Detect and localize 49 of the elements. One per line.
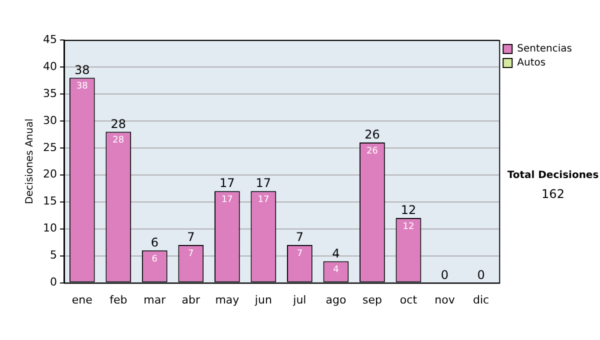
x-tick-label: jul <box>292 293 306 306</box>
total-label: 0 <box>440 268 449 282</box>
x-tick-label: feb <box>110 293 128 306</box>
data-label: 26 <box>366 146 378 156</box>
total-label: 17 <box>256 176 272 190</box>
x-tick-label: abr <box>182 293 201 306</box>
data-label: 4 <box>333 265 340 276</box>
total-label: 38 <box>74 62 90 77</box>
x-tick-label: sep <box>362 293 382 306</box>
total-label: 4 <box>332 246 340 260</box>
total-label: 0 <box>477 268 485 282</box>
data-label: 38 <box>76 82 88 92</box>
y-tick-label: 40 <box>42 60 57 73</box>
y-tick-label: 20 <box>42 168 57 181</box>
x-tick-label: jun <box>254 293 272 306</box>
y-tick-label: 25 <box>42 140 57 154</box>
y-tick-label: 45 <box>42 32 57 46</box>
y-tick-label: 5 <box>50 248 57 262</box>
data-label: 17 <box>258 194 270 205</box>
x-tick-label: ago <box>326 293 346 306</box>
x-tick-label: ene <box>72 293 93 306</box>
data-label: 7 <box>188 248 194 259</box>
data-label: 17 <box>221 194 233 205</box>
total-label: 12 <box>400 203 416 218</box>
x-tick-label: may <box>215 293 240 306</box>
data-label: 7 <box>296 248 303 259</box>
text: Total Decisiones <box>506 170 600 181</box>
y-tick-label: 35 <box>42 86 57 100</box>
total-label: 7 <box>296 230 304 244</box>
y-tick-label: 0 <box>50 276 57 289</box>
y-tick-label: 30 <box>42 114 57 127</box>
legend-label: Sentencias <box>517 44 572 55</box>
total-label: 28 <box>110 116 126 131</box>
data-label: 12 <box>402 222 414 232</box>
y-tick-label: 15 <box>42 194 57 208</box>
x-tick-label: mar <box>144 293 166 306</box>
data-label: 28 <box>112 136 124 146</box>
total-label: 26 <box>364 128 380 142</box>
text: 162 <box>540 187 566 201</box>
data-label: 6 <box>152 254 158 264</box>
total-label: 17 <box>220 176 235 190</box>
x-tick-label: nov <box>434 293 456 306</box>
total-label: 7 <box>187 230 195 244</box>
legend-label: Autos <box>517 58 546 69</box>
y-axis-title: Decisiones Anual <box>24 118 36 204</box>
total-label: 6 <box>150 236 158 250</box>
x-tick-label: dic <box>472 293 490 306</box>
x-tick-label: oct <box>400 293 418 306</box>
y-tick-label: 10 <box>42 222 57 235</box>
